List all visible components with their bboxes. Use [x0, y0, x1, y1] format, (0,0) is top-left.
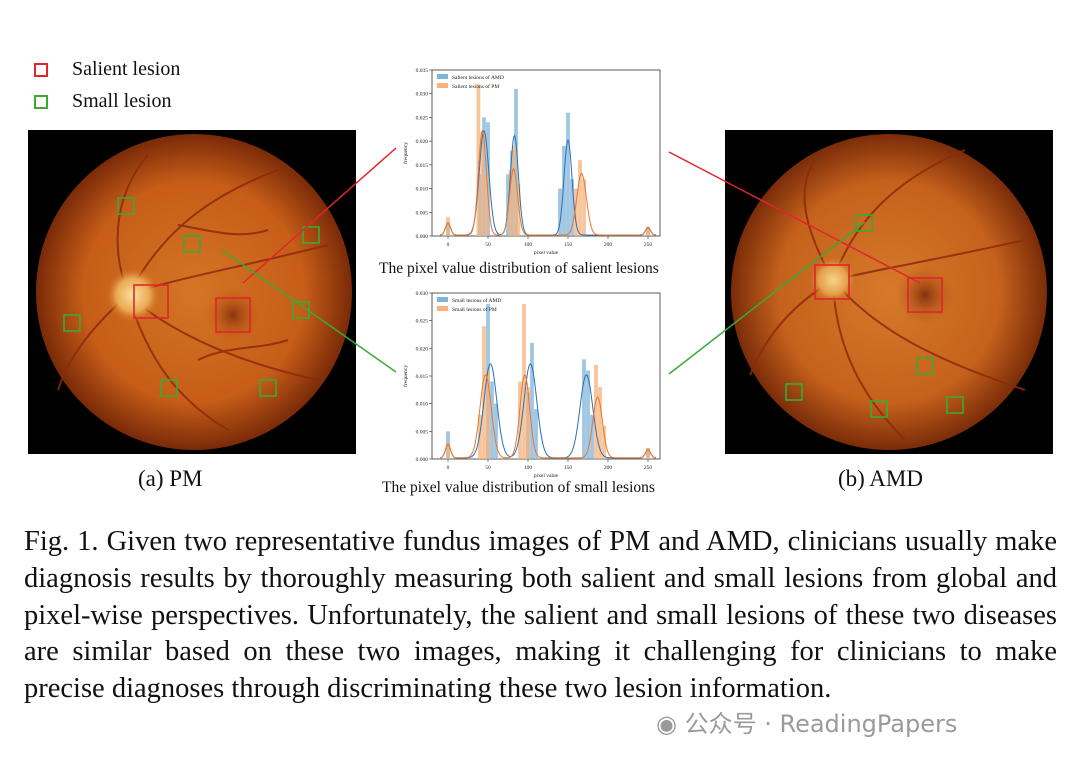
y-tick-label-3: 0.015 — [416, 374, 429, 380]
histogram-bar-1-5 — [522, 304, 526, 459]
x-tick-label-1: 50 — [485, 465, 491, 471]
histogram-bar-0-9 — [566, 112, 570, 236]
small-legend-label: Small lesion — [72, 90, 172, 112]
histogram-bar-1-9 — [582, 179, 586, 236]
legend-label-0: Small lesions of AMD — [452, 297, 501, 304]
histogram-bar-0-5 — [530, 342, 534, 459]
salient-lesion-histogram: 0 50 100 150 200 250 0.000 0.005 0.010 0.015 0.020… — [402, 68, 661, 256]
histogram-bar-0-9 — [590, 414, 594, 459]
histogram-bar-0-7 — [582, 359, 586, 459]
x-tick-label-0: 0 — [447, 242, 450, 248]
histogram-bar-1-4 — [518, 381, 522, 459]
y-tick-label-0: 0.000 — [416, 234, 429, 240]
x-tick-label-1: 50 — [485, 242, 491, 248]
kde-line-1 — [439, 374, 657, 459]
pm-small-connector — [221, 249, 397, 373]
x-tick-label-4: 200 — [604, 242, 613, 248]
legend-small: Small lesion — [34, 90, 171, 113]
small-chart-subtitle: The pixel value distribution of small le… — [382, 479, 655, 496]
histogram-bar-0-6 — [534, 409, 538, 459]
y-tick-label-1: 0.005 — [416, 210, 429, 216]
histogram-bar-0-10 — [570, 179, 574, 236]
legend-swatch-1 — [437, 83, 448, 88]
histogram-bar-1-3 — [484, 174, 489, 236]
y-tick-label-6: 0.030 — [416, 291, 429, 297]
watermark-text: 公众号 · ReadingPapers — [684, 710, 958, 738]
y-axis-label: frequency — [402, 365, 409, 387]
histogram-bar-1-6 — [516, 183, 521, 236]
x-tick-label-2: 100 — [524, 242, 533, 248]
x-tick-label-5: 250 — [644, 465, 653, 471]
histogram-bar-1-5 — [512, 145, 517, 236]
histogram-bar-0-3 — [494, 403, 498, 459]
y-axis-label: frequency — [402, 142, 409, 164]
x-tick-label-2: 100 — [524, 465, 533, 471]
y-tick-label-0: 0.000 — [416, 457, 429, 463]
histogram-bar-1-1 — [478, 414, 482, 459]
histogram-bar-1-3 — [486, 370, 490, 459]
histogram-bar-1-8 — [598, 387, 602, 459]
legend-swatch-0 — [437, 74, 448, 79]
histogram-bar-1-6 — [526, 387, 530, 459]
histogram-bar-0-7 — [558, 188, 562, 236]
histogram-bar-1-0 — [446, 217, 450, 236]
small-lesion-histogram: 0 50 100 150 200 250 0.000 0.005 0.010 0.015 0.020… — [402, 291, 661, 479]
y-tick-label-6: 0.030 — [416, 92, 429, 98]
histogram-bar-1-4 — [508, 169, 513, 236]
legend-swatch-1 — [437, 306, 448, 311]
histogram-bar-0-2 — [490, 381, 494, 459]
histogram-bar-0-8 — [562, 145, 566, 236]
legend-salient: Salient lesion — [34, 58, 180, 81]
pm-fundus-image — [28, 130, 356, 454]
salient-legend-swatch — [34, 62, 48, 77]
small-legend-swatch — [34, 94, 48, 109]
salient-legend-label: Salient lesion — [72, 58, 181, 80]
x-tick-label-4: 200 — [604, 465, 613, 471]
legend-label-1: Small lesions of PM — [452, 306, 497, 313]
histogram-bar-1-2 — [482, 326, 486, 459]
y-tick-label-2: 0.010 — [416, 187, 429, 193]
x-axis-label: pixel value — [534, 473, 559, 479]
y-tick-label-7: 0.035 — [416, 68, 429, 74]
amd-fundus-image — [725, 130, 1053, 454]
legend-swatch-0 — [437, 297, 448, 302]
pm-image-label: (a) PM — [138, 466, 203, 491]
salient-chart-subtitle: The pixel value distribution of salient … — [379, 260, 659, 277]
plot-frame — [431, 292, 661, 460]
histogram-bar-1-9 — [602, 425, 606, 459]
wechat-icon: ◉ — [656, 710, 677, 738]
histogram-bar-1-0 — [446, 442, 450, 459]
legend-label-0: Salient lesions of AMD — [452, 74, 504, 81]
y-tick-label-1: 0.005 — [416, 429, 429, 435]
amd-salient-connector — [668, 151, 921, 284]
y-tick-label-4: 0.020 — [416, 346, 429, 352]
x-axis-label: pixel value — [534, 250, 559, 256]
histogram-bar-1-10 — [646, 226, 650, 236]
plot-frame — [431, 69, 661, 237]
x-tick-label-5: 250 — [644, 242, 653, 248]
histogram-bar-1-1 — [476, 84, 481, 236]
watermark: ◉ 公众号 · ReadingPapers — [656, 704, 957, 739]
kde-line-1 — [439, 129, 657, 236]
x-tick-label-3: 150 — [564, 242, 573, 248]
y-tick-label-4: 0.020 — [416, 139, 429, 145]
histogram-bar-1-7 — [594, 364, 598, 459]
amd-small-connector — [668, 221, 866, 375]
y-tick-label-5: 0.025 — [416, 319, 429, 325]
histogram-bar-1-7 — [574, 188, 578, 236]
x-tick-label-0: 0 — [447, 465, 450, 471]
x-tick-label-3: 150 — [564, 465, 573, 471]
histogram-bar-1-10 — [646, 447, 650, 459]
histogram-bar-1-8 — [578, 160, 582, 236]
amd-image-label: (b) AMD — [838, 466, 923, 491]
y-tick-label-2: 0.010 — [416, 402, 429, 408]
histogram-bar-1-2 — [480, 131, 485, 236]
figure-caption: Fig. 1. Given two representative fundus … — [24, 526, 1057, 705]
pm-salient-connector — [242, 147, 397, 284]
legend-label-1: Salient lesions of PM — [452, 83, 499, 90]
histogram-bar-0-8 — [586, 370, 590, 459]
y-tick-label-3: 0.015 — [416, 163, 429, 169]
y-tick-label-5: 0.025 — [416, 115, 429, 121]
